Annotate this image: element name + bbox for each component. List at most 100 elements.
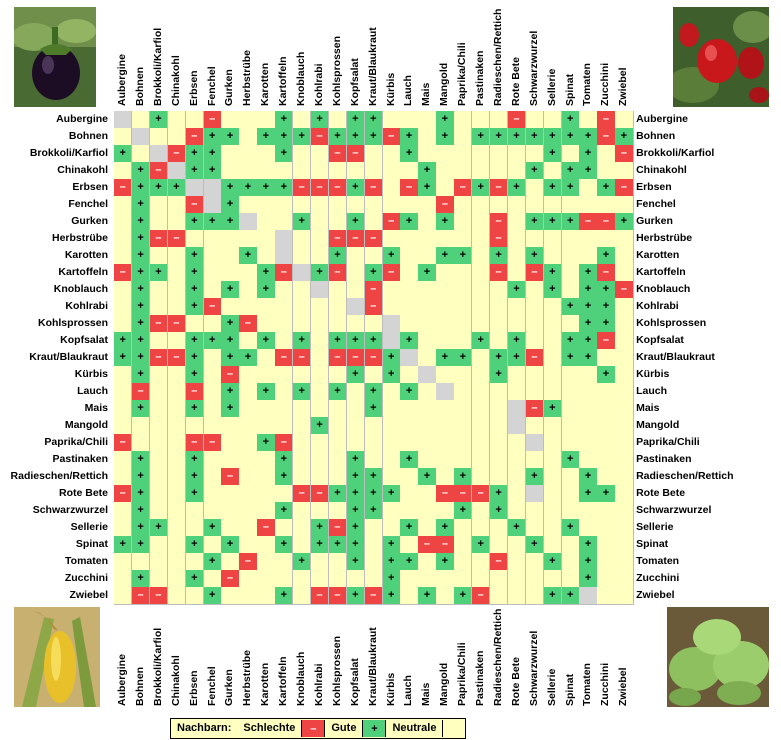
matrix-cell [543, 570, 562, 588]
matrix-cell [221, 451, 240, 469]
column-label-top: Kürbis [384, 72, 397, 106]
matrix-cell: + [239, 247, 258, 265]
matrix-cell: – [203, 111, 222, 129]
matrix-cell [149, 128, 169, 146]
matrix-cell [489, 451, 509, 469]
matrix-cell [221, 502, 240, 520]
matrix-cell: + [221, 196, 240, 214]
matrix-cell [203, 570, 222, 588]
row-label-left: Chinakohl [57, 164, 108, 176]
matrix-cell [328, 213, 348, 231]
matrix-cell [257, 400, 276, 418]
matrix-cell [328, 502, 348, 520]
matrix-cell [293, 145, 312, 163]
matrix-cell [364, 162, 383, 180]
matrix-cell [597, 383, 616, 401]
matrix-cell [454, 162, 473, 180]
matrix-cell: – [346, 145, 366, 163]
matrix-cell [489, 315, 509, 333]
matrix-cell: + [346, 213, 366, 231]
matrix-cell: + [472, 179, 491, 197]
matrix-cell [167, 536, 187, 554]
matrix-cell [310, 145, 330, 163]
column-label-bottom: Fenchel [205, 666, 218, 706]
matrix-cell [543, 162, 562, 180]
matrix-cell [472, 247, 491, 265]
column-label-bottom: Kohlrabi [312, 663, 325, 706]
column-label-top: Zucchini [599, 62, 612, 106]
matrix-cell: + [310, 536, 330, 554]
column-label-top: Paprika/Chili [456, 42, 469, 106]
matrix-cell [149, 570, 169, 588]
matrix-cell: + [382, 553, 401, 571]
matrix-cell [239, 281, 258, 299]
matrix-cell [454, 196, 473, 214]
matrix-cell [293, 298, 312, 316]
matrix-cell [400, 400, 419, 418]
column-label-top: Fenchel [205, 66, 218, 106]
matrix-cell: + [364, 400, 383, 418]
row-label-left: Kopfsalat [60, 334, 108, 346]
matrix-cell [275, 485, 294, 503]
matrix-cell [597, 162, 616, 180]
matrix-cell [239, 570, 258, 588]
matrix-cell [472, 111, 491, 129]
matrix-cell [149, 434, 169, 452]
matrix-cell: + [507, 128, 527, 146]
matrix-cell [382, 281, 401, 299]
matrix-cell [275, 400, 294, 418]
matrix-cell [257, 349, 276, 367]
column-label-bottom: Aubergine [116, 654, 128, 706]
matrix-cell [239, 468, 258, 486]
matrix-cell [275, 247, 294, 265]
column-label-bottom: Kopfsalat [348, 658, 361, 706]
matrix-cell [239, 332, 258, 350]
row-label-left: Zucchini [64, 572, 108, 584]
column-label-bottom: Mangold [438, 662, 451, 706]
matrix-cell [167, 247, 187, 265]
row-label-left: Kürbis [74, 368, 108, 380]
row-label-right: Paprika/Chili [636, 436, 700, 448]
matrix-cell [257, 587, 276, 605]
matrix-cell: – [597, 111, 616, 129]
matrix-cell: + [346, 332, 366, 350]
matrix-cell [561, 417, 580, 435]
column-label-bottom: Chinakohl [169, 655, 182, 706]
matrix-cell [615, 400, 634, 418]
matrix-cell [310, 570, 330, 588]
matrix-cell [149, 502, 169, 520]
matrix-cell [167, 587, 187, 605]
matrix-cell [418, 519, 437, 537]
matrix-cell: + [561, 213, 580, 231]
matrix-cell: + [579, 281, 598, 299]
matrix-cell [293, 400, 312, 418]
matrix-cell [310, 502, 330, 520]
matrix-cell: + [346, 451, 366, 469]
matrix-cell: + [364, 264, 383, 282]
row-label-right: Kartoffeln [636, 266, 686, 278]
matrix-cell [114, 128, 133, 146]
matrix-cell [203, 400, 222, 418]
column-label-top: Sellerie [545, 68, 558, 106]
matrix-cell: + [185, 400, 204, 418]
row-label-right: Mais [636, 402, 660, 414]
matrix-cell [472, 570, 491, 588]
column-label-top: Brokkoli/Karfiol [151, 27, 164, 106]
matrix-cell: + [489, 247, 509, 265]
matrix-cell [543, 434, 562, 452]
matrix-cell [310, 162, 330, 180]
matrix-cell [364, 451, 383, 469]
matrix-cell: – [525, 349, 545, 367]
matrix-cell [400, 196, 419, 214]
column-label-top: Kohlrabi [312, 63, 325, 106]
matrix-cell: + [185, 468, 204, 486]
matrix-cell [364, 213, 383, 231]
matrix-cell [149, 485, 169, 503]
matrix-cell: + [346, 468, 366, 486]
matrix-cell [310, 332, 330, 350]
matrix-cell [257, 451, 276, 469]
matrix-cell [489, 281, 509, 299]
matrix-cell [257, 366, 276, 384]
matrix-cell: + [579, 332, 598, 350]
